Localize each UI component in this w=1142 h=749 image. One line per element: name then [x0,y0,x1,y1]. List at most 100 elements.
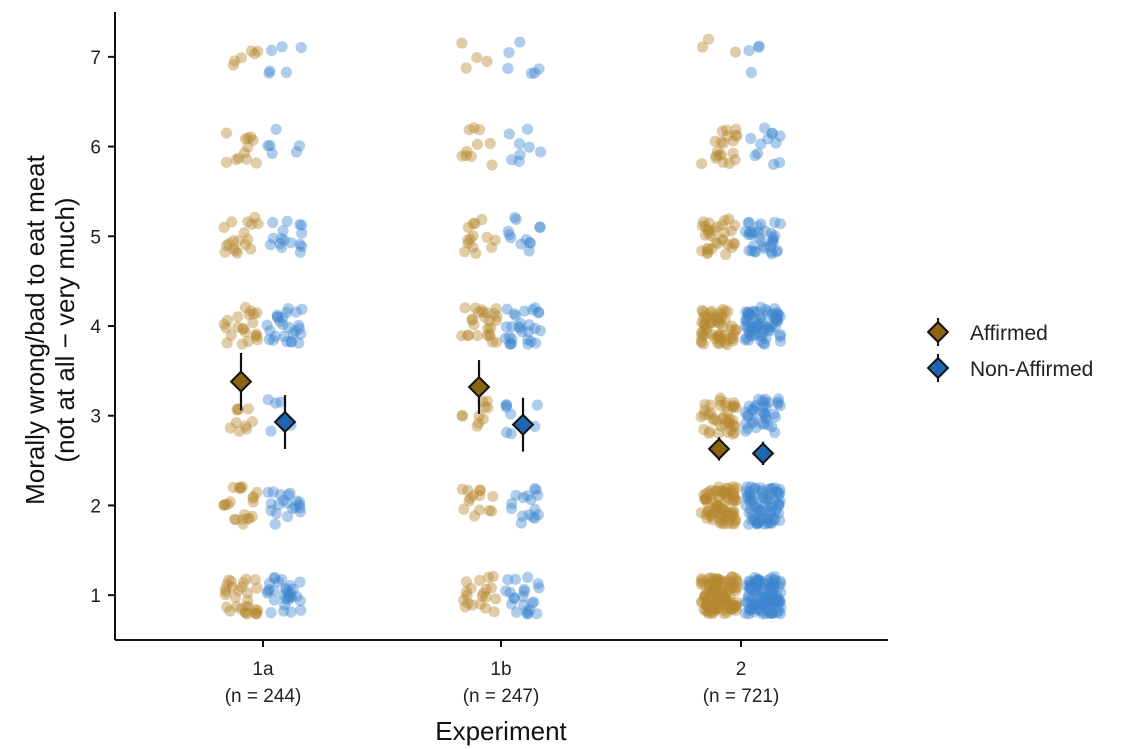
data-point-affirmed [461,145,473,157]
data-point-affirmed [235,603,247,615]
data-point-affirmed [701,599,713,611]
data-point-affirmed [727,495,739,507]
data-point-non-affirmed [743,518,755,530]
data-point-non-affirmed [262,486,274,498]
data-point-non-affirmed [534,221,546,233]
data-point-non-affirmed [751,518,763,530]
data-point-affirmed [717,137,729,149]
data-point-affirmed [729,600,742,613]
data-point-affirmed [711,238,724,250]
data-point-affirmed [471,138,483,150]
data-point-non-affirmed [749,306,761,318]
data-point-affirmed [483,328,495,340]
data-point-non-affirmed [525,336,537,348]
data-point-affirmed [701,598,713,610]
data-point-affirmed [232,321,244,333]
data-point-non-affirmed [277,494,289,507]
data-point-non-affirmed [763,603,775,616]
data-point-non-affirmed [744,326,756,339]
data-point-affirmed [714,512,726,524]
data-point-non-affirmed [755,138,767,150]
data-point-non-affirmed [296,240,308,252]
data-point-affirmed [221,578,233,590]
data-point-non-affirmed [773,498,785,510]
data-point-affirmed [730,401,742,414]
data-point-affirmed [239,133,252,145]
data-point-affirmed [724,591,736,603]
data-point-non-affirmed [500,399,512,411]
data-point-non-affirmed [773,157,786,169]
data-point-non-affirmed [740,417,752,430]
data-point-non-affirmed [533,582,545,594]
data-point-non-affirmed [746,228,758,241]
data-point-affirmed [719,576,731,588]
data-point-affirmed [233,152,245,164]
data-point-non-affirmed [529,503,541,515]
data-point-affirmed [245,243,257,255]
data-point-affirmed [699,398,711,411]
data-point-non-affirmed [742,410,754,422]
data-point-affirmed [462,237,474,249]
data-point-affirmed [716,125,728,137]
data-point-affirmed [712,331,724,343]
data-point-affirmed [712,593,724,606]
x-tick-n-label: (n = 247) [463,686,540,707]
data-point-non-affirmed [290,306,302,318]
data-point-affirmed [722,239,734,251]
data-point-affirmed [243,601,255,613]
data-point-non-affirmed [514,322,526,334]
data-point-non-affirmed [272,312,284,324]
data-point-affirmed [703,224,715,236]
data-point-non-affirmed [269,330,281,342]
data-point-affirmed [703,607,715,620]
data-point-non-affirmed [755,218,767,230]
data-point-non-affirmed [755,301,767,313]
x-ticks: 1a (n = 244) 1b (n = 247) 2 (n = 721) [225,640,779,707]
data-point-affirmed [718,503,730,516]
data-point-non-affirmed [510,213,522,225]
data-point-non-affirmed [760,401,772,413]
data-point-affirmed [463,495,475,507]
data-point-non-affirmed [758,505,770,517]
data-point-non-affirmed [767,308,779,320]
data-point-non-affirmed [756,487,768,499]
data-point-affirmed [726,571,739,583]
data-point-affirmed [717,511,729,523]
data-point-non-affirmed [765,321,778,333]
data-point-non-affirmed [751,316,763,328]
data-point-affirmed [695,336,708,348]
data-point-non-affirmed [533,63,545,75]
data-point-non-affirmed [740,499,752,511]
data-point-affirmed [695,596,708,608]
data-point-affirmed [240,600,252,612]
data-point-non-affirmed [746,245,758,257]
data-point-non-affirmed [749,401,761,413]
data-point-affirmed [243,308,255,320]
data-point-non-affirmed [274,489,287,501]
data-point-affirmed [695,573,708,585]
data-point-affirmed [696,330,708,342]
data-point-non-affirmed [775,335,787,347]
data-point-non-affirmed [275,396,287,408]
data-point-affirmed [705,407,717,419]
data-point-non-affirmed [771,314,783,327]
data-point-non-affirmed [278,234,290,246]
data-point-non-affirmed [754,579,766,591]
data-point-affirmed [469,217,481,230]
data-point-affirmed [462,597,474,609]
data-point-affirmed [722,517,734,530]
data-point-affirmed [701,313,713,325]
data-point-non-affirmed [762,593,774,605]
data-point-non-affirmed [752,517,764,529]
data-point-non-affirmed [762,133,774,145]
data-point-non-affirmed [767,232,779,244]
data-point-affirmed [719,214,731,227]
data-point-non-affirmed [769,514,781,526]
data-point-affirmed [697,41,709,53]
data-point-affirmed [717,234,729,246]
data-point-non-affirmed [764,581,776,593]
data-point-non-affirmed [295,42,307,54]
data-point-affirmed [708,589,720,602]
data-point-non-affirmed [280,584,292,596]
data-point-non-affirmed [772,315,784,327]
